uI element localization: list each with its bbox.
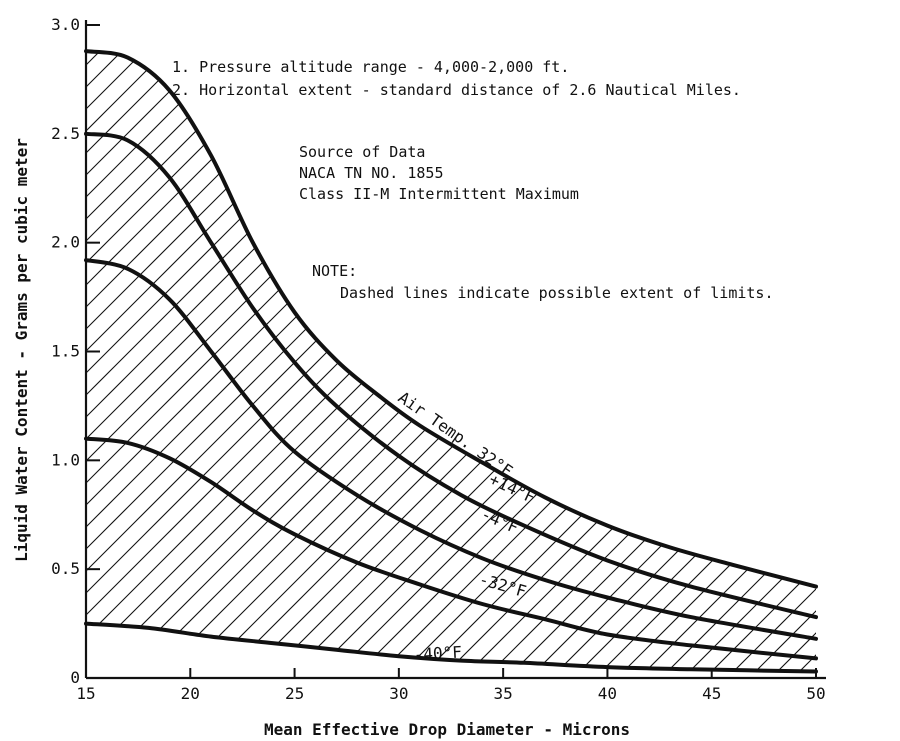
hatch-line — [86, 51, 614, 672]
hatch-line — [289, 51, 816, 672]
hatch-line — [86, 51, 306, 672]
hatch-line — [399, 51, 816, 672]
hatch-line — [465, 51, 816, 672]
hatch-line — [86, 51, 526, 672]
hatch-line — [0, 0, 63, 741]
hatch-line — [91, 51, 816, 672]
hatch-line — [157, 51, 816, 672]
y-tick-label: 0.5 — [51, 559, 80, 578]
hatch-line — [86, 51, 768, 672]
hatch-line — [86, 51, 240, 672]
hatch-line — [663, 51, 816, 672]
hatch-line — [223, 51, 816, 672]
hatch-line — [443, 51, 816, 672]
hatch-line — [86, 51, 724, 672]
hatch-line — [619, 51, 816, 672]
curves — [84, 49, 818, 674]
hatch-line — [179, 51, 816, 672]
y-axis-title: Liquid Water Content - Grams per cubic m… — [12, 138, 31, 562]
x-tick-label: 25 — [285, 684, 304, 703]
hatch-line — [597, 51, 816, 672]
x-tick-label: 20 — [181, 684, 200, 703]
y-tick-label: 0 — [70, 668, 80, 687]
hatch-line — [641, 51, 816, 672]
hatch-line — [884, 0, 900, 741]
curve-32-f — [84, 436, 818, 661]
x-tick-label: 40 — [598, 684, 617, 703]
hatch-line — [377, 51, 816, 672]
hatch-line — [553, 51, 816, 672]
note-1: 1. Pressure altitude range - 4,000-2,000… — [172, 58, 569, 76]
hatch-line — [509, 51, 816, 672]
hatch-line — [86, 51, 460, 672]
hatch-line — [575, 51, 816, 672]
hatch-line — [86, 51, 548, 672]
y-tick-label: 3.0 — [51, 15, 80, 34]
label-minus40f: -40°F — [413, 642, 462, 663]
source-heading: Source of Data — [299, 143, 425, 161]
hatch-line — [421, 51, 816, 672]
hatch-line — [311, 51, 816, 672]
hatch-line — [86, 51, 416, 672]
hatch-line — [86, 51, 394, 672]
hatch-line — [862, 0, 900, 741]
note-heading: NOTE: — [312, 262, 357, 280]
hatch-line — [86, 51, 658, 672]
hatch-line — [86, 51, 504, 672]
hatch-line — [201, 51, 816, 672]
x-tick-label: 30 — [389, 684, 408, 703]
source-line-1: NACA TN NO. 1855 — [299, 164, 444, 182]
source-line-2: Class II-M Intermittent Maximum — [299, 185, 579, 203]
hatch-line — [795, 51, 816, 672]
y-tick-label: 1.0 — [51, 450, 80, 469]
x-ticks: 15 20 25 30 35 40 45 50 — [76, 668, 826, 703]
hatch-line — [86, 51, 284, 672]
hatch-line — [86, 51, 746, 672]
y-tick-label: 2.5 — [51, 124, 80, 143]
hatch-line — [840, 0, 900, 741]
hatch-line — [531, 51, 816, 672]
hatch-line — [86, 51, 636, 672]
hatch-line — [707, 51, 816, 672]
hatch-line — [773, 51, 816, 672]
hatch-line — [245, 51, 816, 672]
hatch-line — [355, 51, 816, 672]
hatch-line — [86, 51, 218, 672]
x-tick-label: 15 — [76, 684, 95, 703]
label-plus14f: +14°F — [486, 469, 538, 507]
curve-air-temp-32-f — [84, 49, 818, 589]
y-tick-label: 1.5 — [51, 342, 80, 361]
y-tick-label: 2.0 — [51, 233, 80, 252]
x-tick-label: 45 — [702, 684, 721, 703]
hatch-line — [487, 51, 816, 672]
note-2: 2. Horizontal extent - standard distance… — [172, 81, 741, 99]
x-tick-label: 50 — [806, 684, 825, 703]
hatch-line — [86, 51, 812, 672]
curve-14-f — [84, 131, 818, 620]
x-axis-title: Mean Effective Drop Diameter - Microns — [264, 720, 630, 739]
hatch-line — [86, 51, 482, 672]
hatch-line — [86, 51, 262, 672]
hatch-line — [86, 51, 438, 672]
curve-4-f — [84, 258, 818, 641]
note-body: Dashed lines indicate possible extent of… — [340, 284, 773, 302]
x-tick-label: 35 — [494, 684, 513, 703]
y-ticks: 0 0.5 1.0 1.5 2.0 2.5 3.0 — [51, 15, 100, 687]
hatch-line — [685, 51, 816, 672]
hatch-line — [333, 51, 816, 672]
hatch-line — [818, 0, 900, 741]
curve-40-f — [84, 621, 818, 674]
